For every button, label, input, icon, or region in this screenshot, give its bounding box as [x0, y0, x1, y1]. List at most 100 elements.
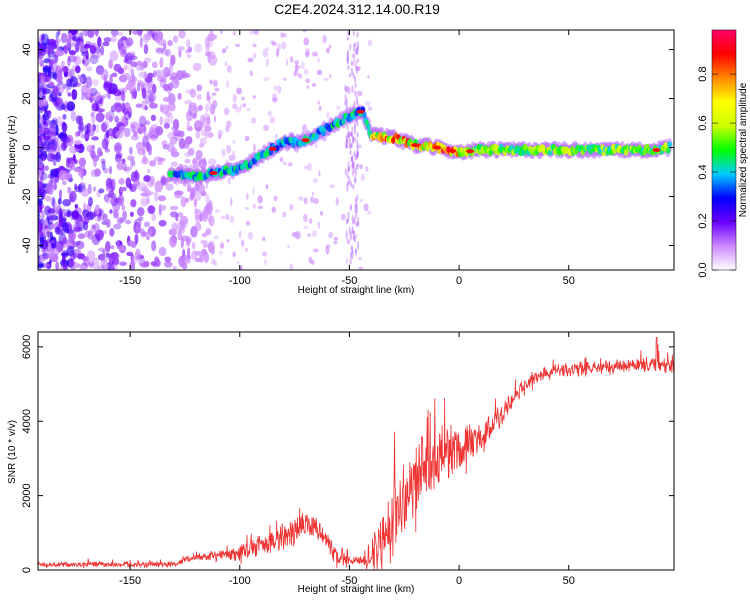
noise-blob	[200, 129, 207, 137]
faint-blob	[244, 135, 250, 142]
streak-blob	[355, 65, 358, 71]
noise-blob	[143, 125, 147, 136]
noise-blob	[111, 72, 118, 78]
noise-blob	[58, 86, 65, 94]
faint-blob	[291, 231, 297, 238]
noise-blob	[189, 125, 193, 131]
ridge-peak	[268, 146, 277, 151]
faint-blob	[285, 58, 288, 67]
noise-blob	[44, 195, 51, 202]
noise-blob	[123, 64, 128, 71]
noise-blob	[68, 32, 73, 41]
faint-blob	[263, 124, 270, 131]
noise-blob	[113, 223, 122, 230]
faint-blob	[213, 235, 219, 240]
noise-blob	[133, 221, 141, 234]
faint-blob	[359, 164, 363, 170]
spectrogram-y-tick-label: 40	[21, 43, 33, 55]
snr-panel: -150 -100 -50 0 50 0 2000 4000 6000 Height of s…	[7, 331, 675, 595]
faint-blob	[236, 260, 239, 265]
faint-blob	[224, 61, 228, 67]
noise-blob	[169, 205, 179, 211]
noise-blob	[62, 237, 68, 245]
noise-blob	[207, 50, 211, 63]
noise-blob	[46, 231, 50, 238]
noise-blob	[129, 260, 136, 270]
noise-blob	[190, 187, 195, 199]
faint-blob	[311, 230, 318, 238]
faint-blob	[310, 260, 315, 265]
noise-blob	[54, 136, 59, 145]
faint-blob	[317, 221, 321, 229]
noise-blob	[185, 110, 194, 122]
streak-blob	[349, 232, 352, 241]
noise-blob	[109, 209, 113, 214]
noise-blob	[124, 168, 130, 174]
faint-blob	[345, 258, 349, 264]
noise-blob	[178, 49, 182, 58]
noise-blob	[93, 222, 100, 234]
faint-blob	[317, 57, 320, 63]
noise-blob	[110, 105, 116, 113]
noise-blob	[38, 85, 42, 93]
noise-blob	[123, 111, 132, 120]
noise-blob	[47, 38, 56, 44]
noise-blob	[57, 30, 61, 36]
faint-blob	[226, 65, 232, 73]
colorbar-tick-label: 0.2	[697, 213, 709, 228]
noise-blob	[42, 227, 49, 237]
faint-blob	[312, 178, 318, 184]
streak-blob	[351, 246, 354, 254]
snr-y-tick-label: 2000	[21, 483, 33, 507]
noise-blob	[105, 112, 110, 121]
noise-blob	[80, 84, 89, 96]
streak-blob	[350, 142, 353, 149]
noise-blob	[144, 105, 148, 111]
noise-blob	[66, 38, 72, 49]
noise-blob	[191, 241, 196, 250]
noise-blob	[207, 131, 214, 138]
noise-blob	[69, 76, 79, 88]
noise-blob	[44, 165, 49, 172]
colorbar-tick-label: 0.4	[697, 164, 709, 179]
noise-blob	[77, 233, 86, 240]
faint-blob	[326, 111, 330, 119]
noise-blob	[48, 212, 55, 223]
noise-blob	[66, 258, 75, 268]
colorbar-tick-label: 0.6	[697, 115, 709, 130]
noise-blob	[167, 102, 176, 112]
noise-blob	[38, 223, 41, 232]
faint-blob	[279, 157, 284, 163]
streak-blob	[349, 149, 352, 156]
noise-blob	[114, 94, 122, 102]
faint-blob	[257, 194, 263, 204]
noise-blob	[143, 82, 153, 90]
noise-blob	[165, 110, 171, 118]
faint-blob	[262, 236, 266, 242]
ridge-peak	[301, 138, 310, 143]
faint-blob	[275, 133, 278, 139]
faint-blob	[235, 106, 241, 113]
noise-blob	[75, 65, 81, 74]
faint-blob	[281, 41, 287, 50]
noise-blob	[103, 37, 112, 43]
faint-blob	[313, 197, 319, 205]
faint-blob	[279, 32, 285, 38]
faint-blob	[297, 73, 303, 79]
faint-blob	[262, 48, 269, 58]
noise-blob	[135, 141, 144, 152]
noise-blob	[167, 39, 173, 47]
faint-blob	[232, 31, 236, 36]
noise-blob	[121, 204, 126, 211]
streak-blob	[346, 123, 349, 130]
noise-blob	[58, 169, 68, 181]
streak-blob	[350, 251, 353, 260]
noise-blob	[130, 61, 138, 68]
noise-blob	[66, 245, 75, 257]
noise-blob	[73, 55, 82, 66]
noise-blob	[40, 33, 50, 46]
faint-blob	[367, 75, 370, 79]
noise-blob	[74, 140, 82, 145]
faint-blob	[239, 230, 242, 239]
